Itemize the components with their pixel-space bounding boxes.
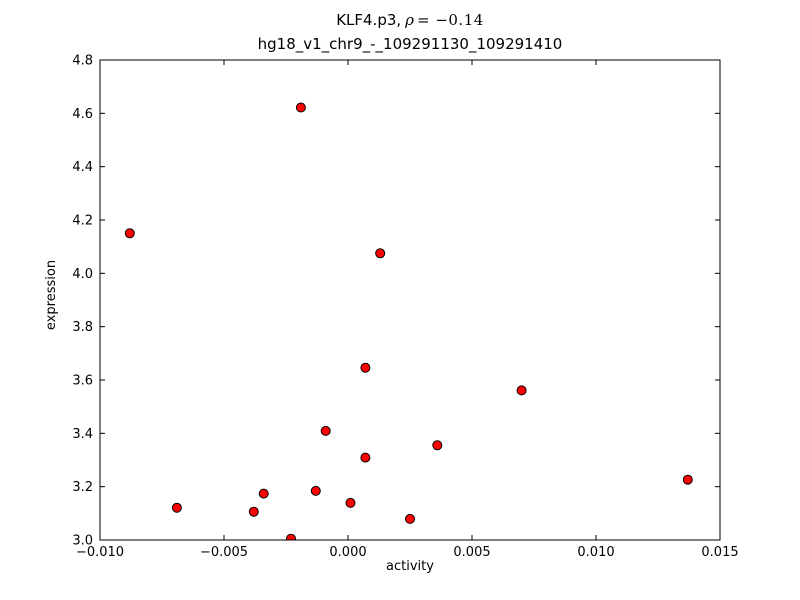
y-tick-label: 3.8 — [72, 320, 93, 335]
data-point — [360, 362, 371, 373]
rho-symbol: ρ — [405, 11, 414, 29]
x-tick-label: 0.010 — [577, 545, 614, 560]
data-point — [405, 513, 415, 524]
x-tick-label: 0.015 — [701, 545, 738, 560]
chart-subtitle: hg18_v1_chr9_-_109291130_109291410 — [257, 35, 563, 53]
y-tick-label: 4.4 — [72, 160, 93, 175]
data-point — [310, 485, 321, 496]
data-point — [375, 248, 386, 259]
data-point — [345, 497, 356, 508]
y-tick-label: 4.0 — [72, 267, 93, 282]
data-point — [295, 102, 306, 113]
data-point — [432, 440, 443, 451]
data-point — [286, 533, 296, 541]
data-points — [124, 102, 693, 541]
data-point — [124, 228, 135, 239]
y-tick-label: 3.6 — [72, 374, 93, 389]
x-tick-label: 0.005 — [453, 545, 490, 560]
data-point — [682, 474, 693, 485]
rho-value: = −0.14 — [416, 11, 484, 29]
x-axis-label: activity — [386, 559, 434, 574]
y-tick-label: 3.4 — [72, 427, 93, 442]
data-point — [360, 452, 371, 463]
x-tick-label: −0.010 — [76, 545, 124, 560]
chart-title: KLF4.p3, ρ = −0.14 — [100, 9, 720, 31]
data-point — [320, 425, 331, 436]
data-point — [248, 506, 259, 517]
y-tick-label: 4.8 — [72, 54, 93, 69]
y-axis-label: expression — [44, 259, 59, 331]
axes-frame — [99, 59, 721, 541]
y-tick-label: 3.0 — [72, 534, 93, 549]
title-gene-label: KLF4.p3, — [336, 11, 402, 29]
y-tick-label: 4.6 — [72, 107, 93, 122]
data-point — [171, 502, 182, 513]
y-tick-label: 3.2 — [72, 480, 93, 495]
x-tick-label: 0.000 — [329, 545, 366, 560]
x-tick-label: −0.005 — [200, 545, 248, 560]
data-point — [516, 385, 527, 396]
data-point — [258, 488, 269, 499]
y-tick-label: 4.2 — [72, 214, 93, 229]
